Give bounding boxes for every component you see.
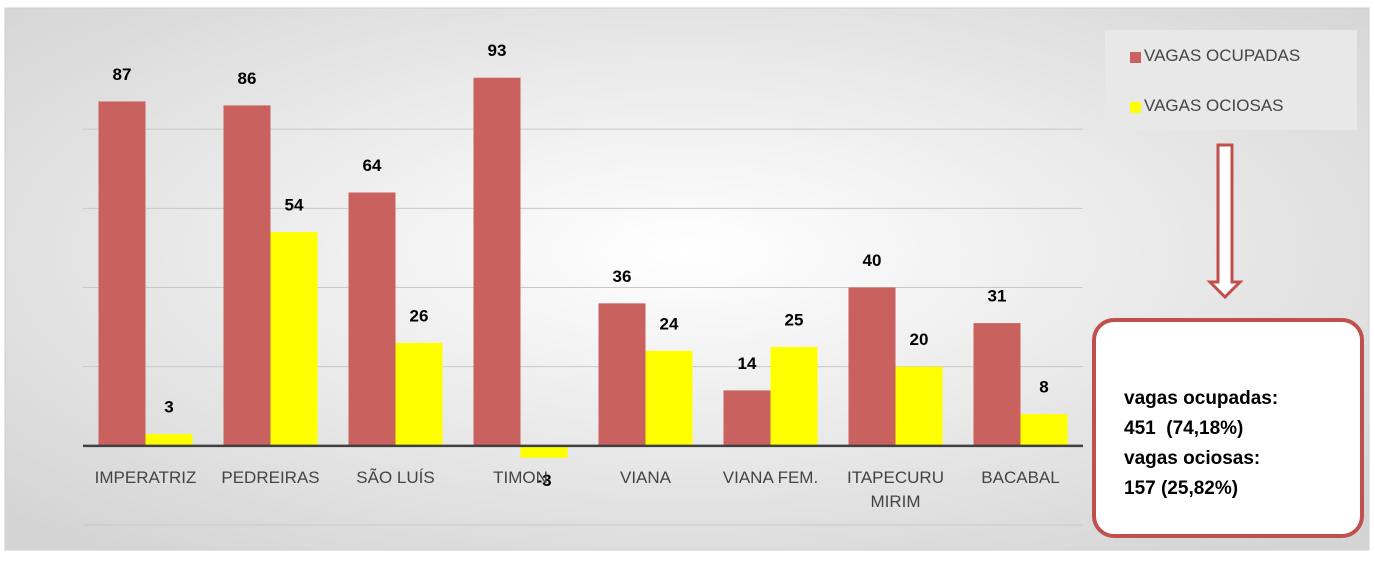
data-label: 24 bbox=[660, 314, 679, 333]
x-tick-label: BACABAL bbox=[981, 468, 1060, 487]
data-label: 40 bbox=[863, 251, 882, 270]
x-tick-label: SÃO LUÍS bbox=[356, 468, 435, 487]
bar bbox=[395, 342, 443, 446]
legend-label: VAGAS OCIOSAS bbox=[1144, 96, 1284, 115]
data-label: 14 bbox=[738, 354, 757, 373]
bar bbox=[848, 287, 896, 446]
data-label: 93 bbox=[488, 41, 507, 60]
data-label: -3 bbox=[536, 471, 551, 490]
annotation-line: vagas ocupadas: bbox=[1124, 388, 1279, 409]
data-label: 86 bbox=[238, 69, 257, 88]
bar bbox=[895, 366, 943, 446]
legend-swatch bbox=[1130, 52, 1141, 63]
x-tick-label: IMPERATRIZ bbox=[94, 468, 197, 487]
data-label: 54 bbox=[285, 196, 304, 215]
data-label: 8 bbox=[1039, 378, 1048, 397]
x-tick-label: VIANA FEM. bbox=[722, 468, 819, 487]
annotation-line: vagas ociosas: bbox=[1124, 448, 1261, 469]
bar bbox=[770, 346, 818, 446]
data-label: 36 bbox=[613, 267, 632, 286]
x-tick-label: VIANA bbox=[619, 468, 672, 487]
x-tick-label: ITAPECURU MIRIM bbox=[847, 468, 944, 511]
legend-label: VAGAS OCUPADAS bbox=[1144, 46, 1301, 65]
annotation-line: 451 (74,18%) bbox=[1124, 418, 1244, 439]
data-label: 64 bbox=[363, 156, 382, 175]
data-label: 3 bbox=[164, 397, 173, 416]
bar bbox=[520, 445, 568, 458]
bar bbox=[348, 192, 396, 446]
bar bbox=[723, 390, 771, 446]
data-label: 26 bbox=[410, 306, 429, 325]
data-label: 87 bbox=[113, 65, 132, 84]
arrow bbox=[1206, 143, 1244, 300]
bar bbox=[973, 323, 1021, 446]
x-tick-label: PEDREIRAS bbox=[221, 468, 320, 487]
bar bbox=[1020, 414, 1068, 446]
bar bbox=[645, 350, 693, 446]
legend-swatch bbox=[1130, 102, 1141, 113]
bar bbox=[223, 105, 271, 446]
annotation-line: 157 (25,82%) bbox=[1124, 478, 1239, 499]
bar bbox=[473, 77, 521, 446]
bar bbox=[270, 232, 318, 446]
data-label: 31 bbox=[988, 287, 1007, 306]
x-tick-label: TIMON bbox=[493, 468, 548, 487]
annotation-box: vagas ocupadas: 451 (74,18%) vagas ociosas… bbox=[1092, 318, 1364, 538]
data-label: 20 bbox=[910, 330, 929, 349]
bar bbox=[145, 433, 193, 446]
bar bbox=[98, 101, 146, 446]
bar bbox=[598, 303, 646, 446]
data-label: 25 bbox=[785, 310, 804, 329]
legend-box bbox=[1105, 30, 1357, 130]
